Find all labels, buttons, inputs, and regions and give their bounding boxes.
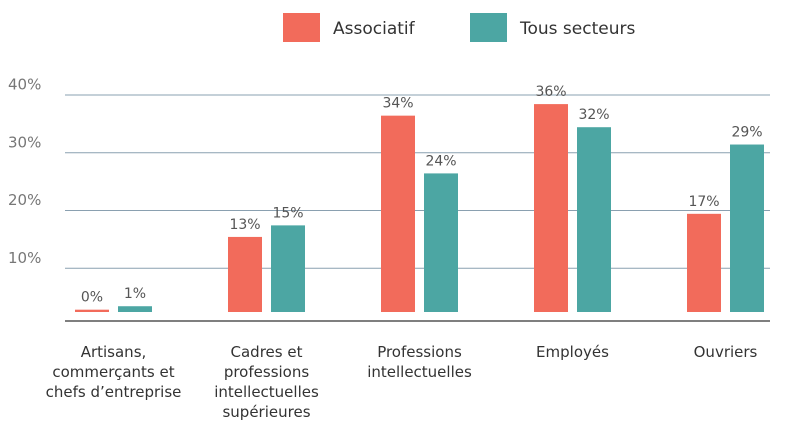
y-tick-label: 30% — [8, 133, 41, 151]
value-label: 24% — [425, 153, 456, 169]
legend-label: Associatif — [333, 19, 416, 39]
bar — [730, 144, 764, 312]
x-tick-label: Ouvriers — [693, 343, 758, 361]
value-label: 32% — [578, 107, 609, 123]
value-label: 36% — [535, 84, 566, 100]
bar — [424, 173, 458, 312]
y-tick-label: 10% — [8, 249, 41, 267]
bar — [118, 306, 152, 312]
value-label: 1% — [124, 286, 146, 302]
y-tick-label: 20% — [8, 191, 41, 209]
value-label: 15% — [272, 205, 303, 221]
bar — [228, 236, 262, 312]
bar — [271, 225, 305, 312]
bar — [381, 115, 415, 313]
legend-label: Tous secteurs — [519, 19, 635, 39]
x-tick-label: Artisans, commerçants et chefs d’entrepr… — [45, 343, 182, 401]
bar — [577, 127, 611, 312]
legend-swatch — [470, 13, 507, 42]
y-tick-label: 40% — [8, 76, 41, 94]
bar — [75, 309, 109, 312]
x-tick-label: Employés — [536, 343, 609, 361]
value-label: 0% — [81, 290, 103, 306]
bar — [534, 104, 568, 312]
x-tick-label: Cadres et professions intellectuelles su… — [214, 343, 319, 421]
value-label: 13% — [229, 217, 260, 233]
x-tick-label: Professions intellectuelles — [367, 343, 472, 381]
value-label: 29% — [731, 125, 762, 141]
value-label: 17% — [688, 194, 719, 210]
value-label: 34% — [382, 96, 413, 112]
bar — [687, 213, 721, 312]
legend-swatch — [283, 13, 320, 42]
